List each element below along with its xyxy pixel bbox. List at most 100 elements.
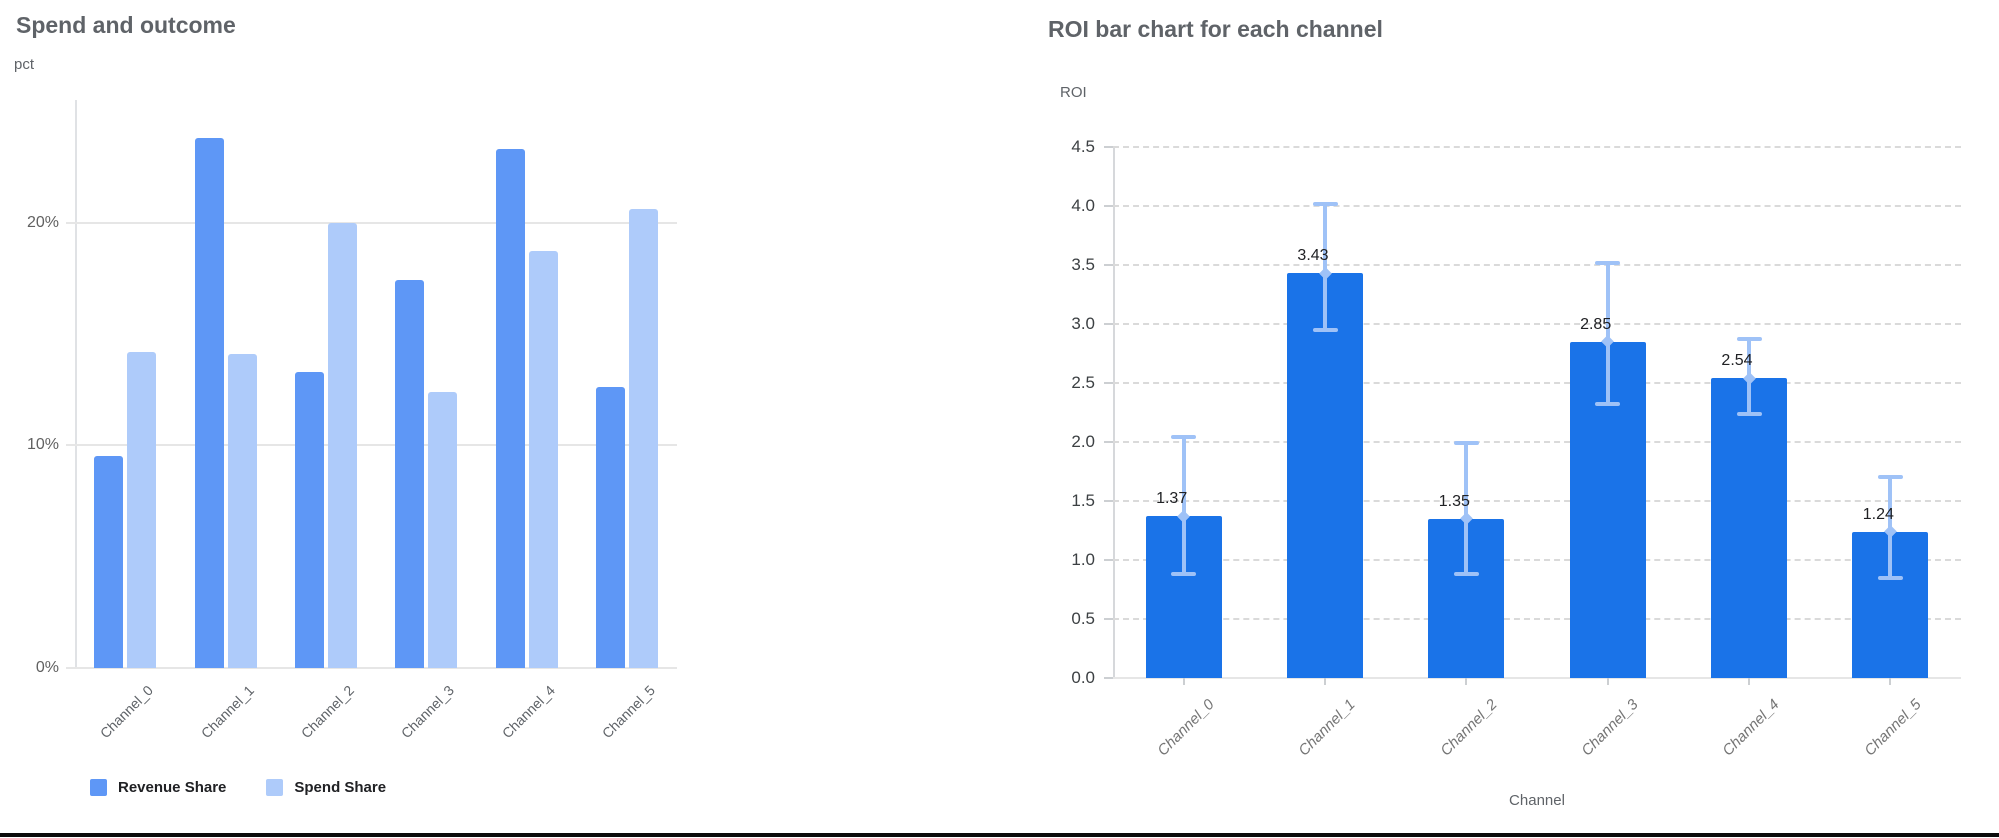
y-tick-label: 0.0	[1071, 668, 1095, 687]
bar-value-label: 3.43	[1297, 247, 1329, 265]
error-bar	[1464, 443, 1469, 575]
gridline	[66, 221, 677, 224]
error-bar-cap	[1595, 260, 1621, 265]
bar-spend-share-channel_2[interactable]	[327, 222, 357, 668]
legend-item-spend-share: Spend Share	[266, 779, 386, 796]
bar-value-label: 1.24	[1862, 505, 1894, 523]
spend-share-swatch-icon	[266, 779, 284, 796]
bar-roi-channel_1[interactable]	[1287, 273, 1363, 678]
bar-value-label: 1.37	[1156, 490, 1188, 508]
bar-spend-share-channel_1[interactable]	[227, 353, 257, 668]
error-bar-cap	[1595, 402, 1621, 407]
error-bar-cap	[1453, 572, 1479, 577]
x-tick-mark	[1889, 678, 1892, 685]
error-bar-cap	[1736, 411, 1762, 416]
x-tick-text: Channel_0	[97, 682, 157, 742]
gridline	[1113, 323, 1961, 325]
x-tick-text: Channel_3	[398, 682, 458, 742]
bar-revenue-share-channel_4[interactable]	[495, 149, 525, 668]
y-tick-mark	[1104, 677, 1113, 679]
error-bar	[1181, 437, 1186, 575]
y-axis-line	[75, 100, 77, 668]
gridline	[1113, 146, 1961, 148]
y-tick-label: 3.0	[1071, 314, 1095, 333]
bar-spend-share-channel_4[interactable]	[528, 251, 558, 668]
error-bar-cap	[1312, 327, 1338, 332]
bar-revenue-share-channel_1[interactable]	[194, 137, 224, 668]
y-tick-mark	[1104, 618, 1113, 620]
error-bar	[1605, 262, 1610, 405]
gridline	[1113, 205, 1961, 207]
x-tick-text: Channel_1	[197, 682, 257, 742]
error-bar-cap	[1877, 575, 1903, 580]
roi-chart: ROI bar chart for each channel ROI 0.0 0.…	[1040, 0, 1999, 838]
bar-value-label: 1.35	[1438, 492, 1470, 510]
roi-y-axis-unit: ROI	[1060, 84, 1087, 101]
y-tick-label: 20%	[26, 213, 59, 231]
bar-revenue-share-channel_2[interactable]	[294, 371, 324, 668]
bar-revenue-share-channel_5[interactable]	[595, 387, 625, 668]
gridline	[1113, 382, 1961, 384]
y-tick-label: 2.0	[1071, 432, 1095, 451]
x-tick-text: Channel_1	[1295, 696, 1360, 760]
x-tick-text: Channel_5	[598, 682, 659, 742]
bar-roi-channel_4[interactable]	[1711, 378, 1787, 678]
y-tick-label: 10%	[26, 436, 59, 454]
y-tick-mark	[1104, 205, 1113, 207]
gridline	[1113, 500, 1961, 502]
y-tick-label: 1.5	[1071, 491, 1095, 510]
roi-chart-title: ROI bar chart for each channel	[1048, 16, 1383, 42]
legend-item-revenue-share: Revenue Share	[90, 779, 226, 796]
y-tick-mark	[1104, 382, 1113, 384]
window-bottom-edge	[0, 833, 1999, 837]
y-tick-label: 3.5	[1071, 255, 1095, 274]
gridline	[1113, 618, 1961, 620]
bar-spend-share-channel_5[interactable]	[628, 209, 658, 668]
y-tick-label: 0.5	[1071, 609, 1095, 628]
legend: Revenue Share Spend Share	[90, 779, 386, 796]
x-tick-text: Channel_2	[1437, 696, 1501, 760]
x-tick-text: Channel_5	[1861, 696, 1925, 760]
x-tick-mark	[1182, 678, 1185, 685]
y-tick-label: 1.0	[1071, 550, 1095, 569]
error-bar-cap	[1171, 435, 1197, 440]
spend-outcome-y-axis-unit: pct	[14, 56, 35, 73]
gridline	[1113, 441, 1961, 443]
y-tick-mark	[1104, 323, 1113, 325]
y-tick-label: 4.5	[1071, 137, 1095, 156]
spend-outcome-chart: Spend and outcome pct 0% 10% 20% Channel_0 C…	[0, 0, 760, 838]
gridline	[1113, 559, 1961, 561]
x-tick-mark	[1606, 678, 1609, 685]
bar-spend-share-channel_0[interactable]	[127, 351, 157, 668]
x-tick-text: Channel_0	[1154, 696, 1218, 760]
y-tick-label: 4.0	[1071, 196, 1095, 215]
x-tick-mark	[1748, 678, 1750, 685]
x-tick-text: Channel_4	[498, 682, 558, 742]
y-tick-mark	[1104, 146, 1113, 148]
y-axis-line	[1113, 147, 1115, 678]
bar-revenue-share-channel_0[interactable]	[94, 456, 124, 668]
error-bar-cap	[1312, 201, 1338, 206]
y-tick-mark	[1104, 500, 1113, 502]
x-tick-mark	[1324, 678, 1326, 685]
x-tick-mark	[1465, 678, 1468, 685]
x-axis-line	[1113, 677, 1961, 679]
roi-plot-area: 0.0 0.5 1.0 1.5 2.0 2.5 3.0 3.5 4.0 4.5 1.37 Channe…	[1071, 137, 1961, 759]
legend-label: Revenue Share	[118, 779, 227, 796]
error-bar	[1323, 203, 1327, 330]
bar-revenue-share-channel_3[interactable]	[395, 280, 425, 668]
bar-spend-share-channel_3[interactable]	[428, 391, 458, 668]
bar-value-label: 2.85	[1580, 315, 1612, 333]
error-bar-cap	[1171, 572, 1197, 577]
gridline	[66, 667, 677, 669]
y-tick-mark	[1104, 559, 1113, 561]
legend-label: Spend Share	[294, 779, 387, 796]
y-tick-mark	[1104, 264, 1113, 266]
gridline	[66, 444, 677, 447]
error-bar-cap	[1453, 441, 1479, 446]
y-tick-label: 2.5	[1071, 373, 1095, 392]
x-tick-text: Channel_4	[1719, 696, 1784, 760]
roi-x-axis-title: Channel	[1509, 792, 1565, 809]
spend-outcome-plot-area: 0% 10% 20% Channel_0 Channel_1 Channel_2 Chann…	[27, 100, 677, 741]
